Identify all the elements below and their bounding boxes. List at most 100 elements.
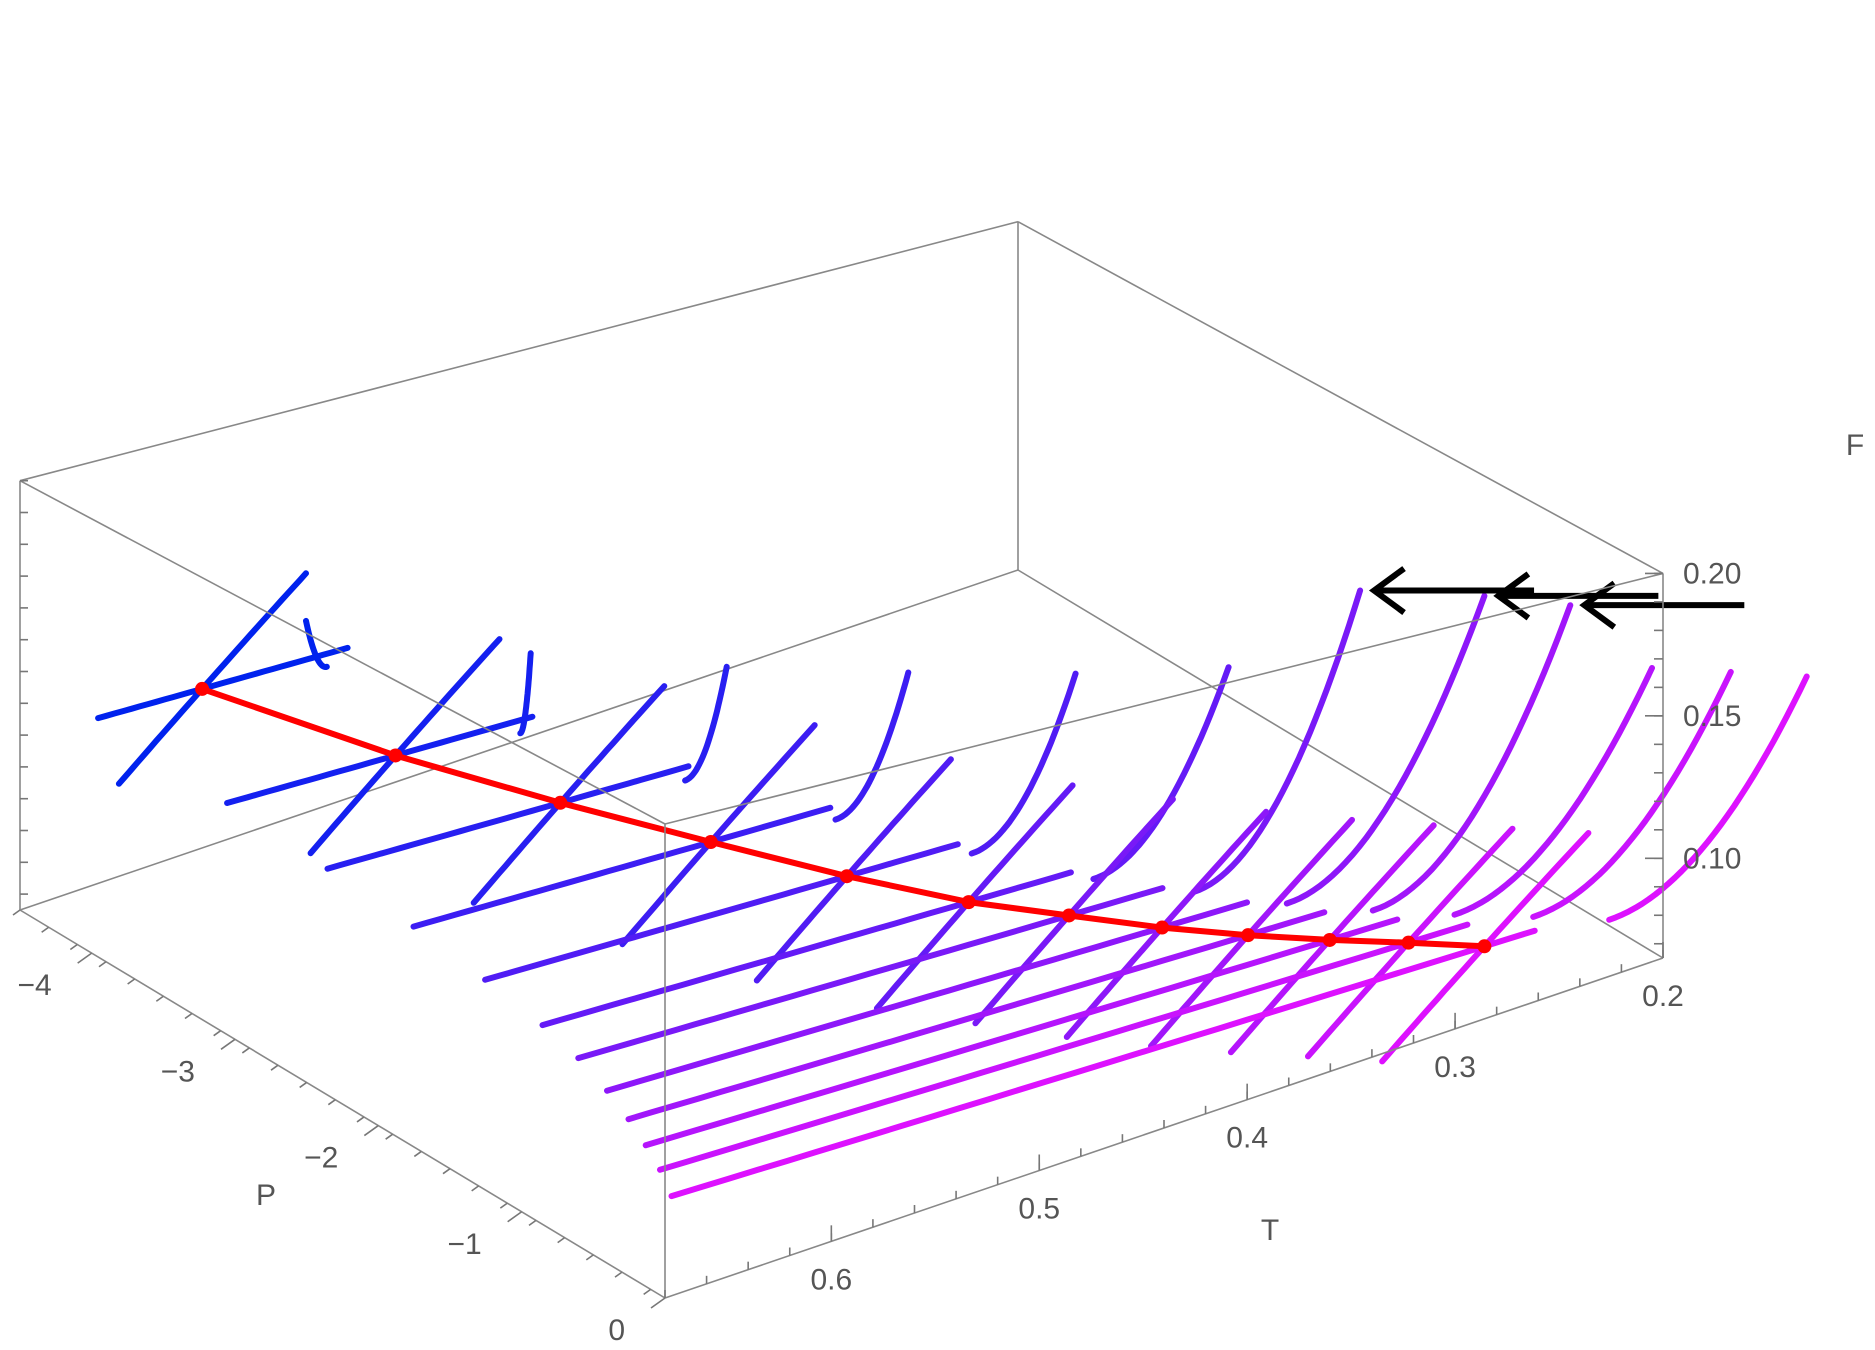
pressure-slice: [575, 587, 1364, 1062]
p-minor-tick: [69, 943, 78, 951]
t-tick-label: 0.5: [1018, 1193, 1060, 1226]
branch-flat: [224, 713, 536, 806]
coexistence-point: [195, 681, 210, 696]
p-minor-tick: [213, 1030, 222, 1037]
p-minor-tick: [127, 978, 136, 985]
box-edge: [19, 569, 1019, 911]
box-edge: [19, 220, 1019, 482]
p-minor-tick: [413, 1150, 422, 1158]
coexistence-point: [961, 895, 976, 910]
branch-flat: [642, 916, 1401, 1149]
coexistence-point: [1401, 935, 1416, 950]
coexistence-point: [1241, 928, 1256, 943]
branch-flat: [625, 909, 1328, 1123]
pressure-slice: [410, 669, 912, 948]
branch-cusp: [832, 669, 912, 823]
pressure-slice: [324, 663, 730, 906]
box-edge: [1017, 569, 1664, 959]
coexistence-point: [703, 835, 718, 850]
branch-steep: [873, 782, 1076, 1012]
f-tick-label: 0.20: [1683, 557, 1741, 590]
axis-labels: P T F: [256, 429, 1864, 1247]
annotation-arrow: [1493, 571, 1659, 621]
p-minor-tick: [155, 995, 164, 1002]
branch-cusp: [968, 670, 1079, 857]
p-minor-tick: [499, 1202, 508, 1209]
p-tick: [507, 1211, 523, 1223]
branch-cusp: [682, 663, 730, 784]
coexistence-point: [553, 795, 568, 810]
branch-cusp: [1606, 673, 1810, 923]
pressure-slice: [642, 665, 1655, 1149]
branch-cusp: [1369, 602, 1574, 914]
p-minor-tick: [12, 909, 21, 916]
p-minor-tick: [98, 961, 107, 968]
f-axis-label: F: [1846, 429, 1864, 462]
free-energy-curves: [95, 570, 1810, 1200]
p-minor-tick: [643, 1288, 652, 1296]
axis-ticks: −4 −3 −2 −1 0 0.2 0.3 0.4 0.5 0.6 0.10 0.15 0.20: [12, 479, 1741, 1347]
p-tick-label: 0: [608, 1314, 625, 1347]
p-minor-tick: [184, 1012, 193, 1020]
annotation-arrow: [1579, 580, 1745, 630]
coexistence-point: [1061, 908, 1076, 923]
branch-flat: [657, 921, 1471, 1173]
pressure-slice: [95, 570, 351, 787]
coexistence-point: [1322, 932, 1337, 947]
p-minor-tick: [241, 1047, 250, 1054]
p-minor-tick: [557, 1236, 566, 1244]
branch-cusp: [517, 650, 534, 737]
branch-cusp: [1190, 587, 1364, 895]
bounding-box-back: [19, 220, 1664, 959]
pressure-slice: [604, 592, 1488, 1094]
box-edge: [19, 479, 666, 825]
t-tick-label: 0.2: [1642, 980, 1684, 1013]
p-minor-tick: [442, 1168, 451, 1175]
p-tick: [77, 952, 93, 964]
coexistence-point: [388, 748, 403, 763]
t-tick-label: 0.4: [1226, 1122, 1268, 1155]
pressure-slice: [224, 636, 536, 857]
box-edge: [19, 909, 666, 1299]
branch-cusp: [1451, 665, 1655, 918]
p-tick-label: −4: [17, 969, 51, 1002]
box-edge: [1017, 220, 1664, 575]
pressure-slice: [482, 670, 1079, 984]
branch-flat: [95, 644, 351, 722]
branch-steep: [972, 796, 1176, 1027]
p-tick: [220, 1038, 236, 1050]
p-tick-label: −1: [447, 1228, 481, 1261]
coexistence-point: [1155, 920, 1170, 935]
p-tick-label: −3: [161, 1055, 195, 1088]
branch-steep: [470, 683, 668, 906]
p-minor-tick: [385, 1133, 394, 1140]
p-minor-tick: [270, 1064, 279, 1071]
branch-cusp: [1283, 592, 1488, 907]
bounding-box-front: [19, 479, 1664, 1299]
p-tick: [363, 1124, 379, 1137]
coexistence-point: [1477, 939, 1492, 954]
branch-cusp: [1530, 668, 1734, 920]
branch-steep: [307, 636, 503, 857]
p-minor-tick: [41, 926, 50, 933]
f-tick-label: 0.15: [1683, 700, 1741, 733]
p-minor-tick: [528, 1219, 537, 1227]
p-minor-tick: [585, 1254, 594, 1261]
p-tick-label: −2: [304, 1142, 338, 1175]
p-tick: [650, 1297, 666, 1309]
branch-flat: [482, 841, 961, 983]
branch-flat: [324, 763, 692, 872]
t-axis-label: T: [1261, 1214, 1279, 1247]
branch-flat: [604, 899, 1250, 1094]
p-minor-tick: [299, 1081, 308, 1089]
coexistence-point: [839, 869, 854, 884]
branch-steep: [753, 756, 954, 984]
p-axis-label: P: [256, 1179, 276, 1212]
box-edge: [664, 572, 1664, 825]
branch-flat: [539, 869, 1074, 1029]
branch-cusp: [303, 617, 330, 670]
coexistence-line: [199, 685, 1488, 950]
p-minor-tick: [471, 1185, 480, 1192]
p-minor-tick: [356, 1116, 365, 1123]
